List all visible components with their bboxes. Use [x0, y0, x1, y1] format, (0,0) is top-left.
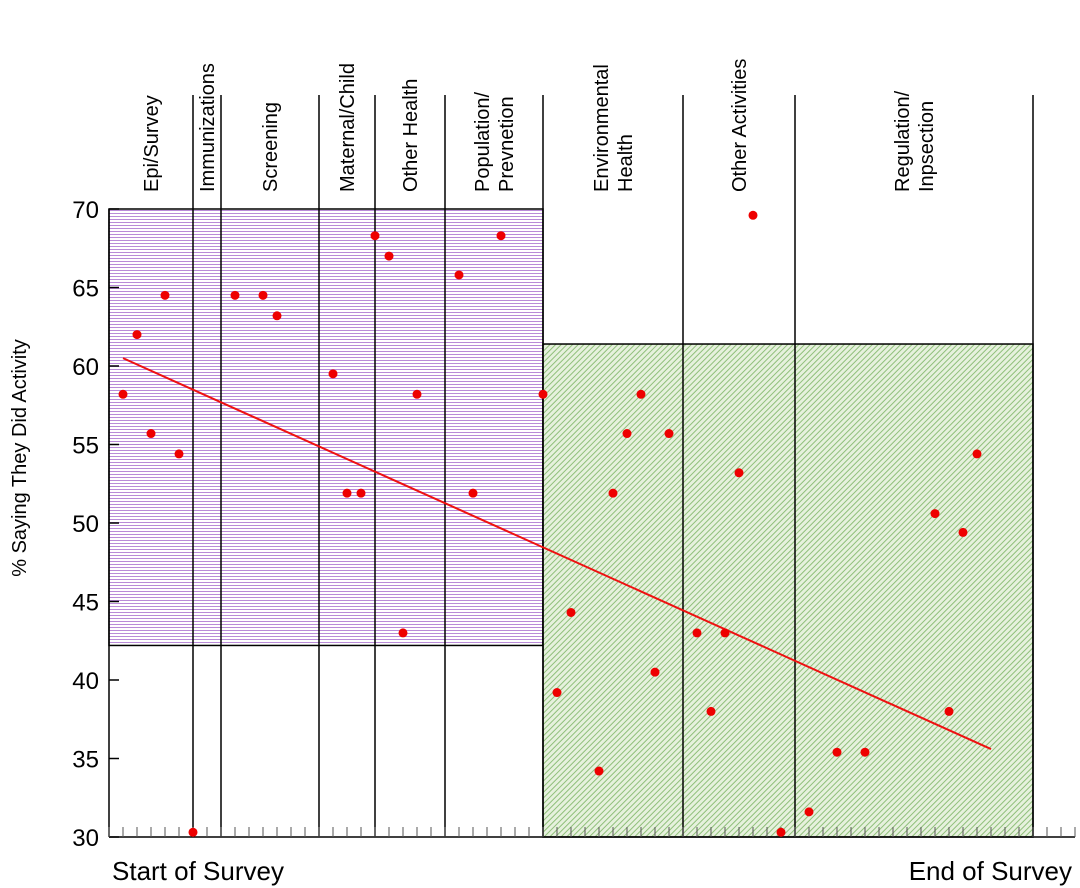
data-point: [552, 688, 562, 698]
labels-layer: Epi/Survey Immunizations Screening Maternal…: [141, 59, 938, 192]
data-point: [496, 231, 506, 241]
y-tick-label: 70: [72, 197, 99, 224]
data-point: [706, 706, 716, 716]
data-point: [958, 527, 968, 537]
data-point: [356, 488, 366, 498]
data-point: [748, 210, 758, 220]
x-axis-start-label: Start of Survey: [112, 856, 284, 886]
data-point: [146, 429, 156, 439]
data-point: [692, 628, 702, 638]
data-point: [258, 290, 268, 300]
category-label: Health: [615, 134, 637, 192]
data-point: [972, 449, 982, 459]
trend-line: [122, 357, 992, 750]
data-point: [622, 429, 632, 439]
category-label: Population/: [472, 91, 494, 192]
data-point: [384, 251, 394, 261]
data-point: [594, 766, 604, 776]
y-tick-label: 50: [72, 511, 99, 538]
category-label: Environmental: [591, 64, 613, 192]
data-point: [132, 330, 142, 340]
y-tick-label: 40: [72, 668, 99, 695]
y-tick-label: 30: [72, 825, 99, 852]
data-point: [636, 389, 646, 399]
data-point: [328, 369, 338, 379]
data-point: [944, 706, 954, 716]
data-point: [412, 389, 422, 399]
data-point: [734, 468, 744, 478]
data-point: [174, 449, 184, 459]
data-point: [188, 827, 198, 837]
category-label: Maternal/Child: [337, 63, 359, 192]
data-point: [566, 607, 576, 617]
axes: 30 35 40 45 50 55 60 65 70: [72, 197, 1076, 852]
category-label: Other Health: [400, 79, 422, 192]
data-point: [650, 667, 660, 677]
data-point: [720, 628, 730, 638]
category-label: Prevnetion: [496, 96, 518, 192]
category-label: Other Activities: [729, 59, 751, 192]
data-point: [930, 509, 940, 519]
data-point: [860, 747, 870, 757]
data-point: [160, 290, 170, 300]
category-label: Regulation/: [892, 90, 914, 192]
category-label: Screening: [260, 102, 282, 192]
category-dividers: [192, 95, 1034, 837]
y-tick-label: 65: [72, 276, 99, 303]
x-axis-end-label: End of Survey: [909, 856, 1072, 886]
data-point: [398, 628, 408, 638]
data-point: [118, 389, 128, 399]
data-point: [608, 488, 618, 498]
data-point: [272, 311, 282, 321]
data-point: [804, 807, 814, 817]
data-point: [454, 270, 464, 280]
regions-layer: [108, 208, 1034, 838]
data-point: [776, 827, 786, 837]
data-point: [538, 389, 548, 399]
data-point: [370, 231, 380, 241]
region-left: [108, 208, 544, 647]
data-point: [664, 429, 674, 439]
data-point: [468, 488, 478, 498]
region-right: [542, 343, 1034, 838]
data-point: [832, 747, 842, 757]
category-label: Immunizations: [197, 63, 219, 192]
y-tick-label: 60: [72, 354, 99, 381]
y-tick-label: 55: [72, 433, 99, 460]
y-axis-label: % Saying They Did Activity: [9, 339, 31, 577]
y-tick-label: 45: [72, 590, 99, 617]
trend-layer: [122, 357, 992, 750]
data-point: [342, 488, 352, 498]
y-tick-label: 35: [72, 747, 99, 774]
category-label: Epi/Survey: [141, 95, 163, 192]
points-layer: [118, 210, 982, 837]
category-label: Inpsection: [916, 101, 938, 192]
data-point: [230, 290, 240, 300]
